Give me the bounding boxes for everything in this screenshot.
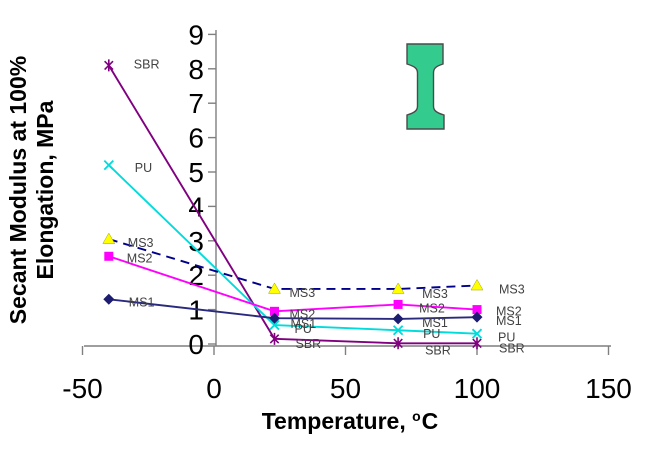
marker-asterisk (269, 332, 280, 345)
x-tick-label: 50 (330, 373, 361, 404)
marker-diamond (471, 311, 483, 323)
marker-triangle (470, 279, 484, 291)
point-label-SBR: SBR (295, 337, 321, 351)
marker-square (472, 305, 482, 315)
point-label-PU: PU (423, 327, 440, 341)
marker-x (392, 325, 404, 336)
point-label-MS2: MS2 (419, 301, 445, 315)
y-tick-label: 5 (188, 157, 204, 188)
marker-triangle (102, 232, 116, 244)
point-label-SBR: SBR (134, 57, 160, 71)
point-label-MS2: MS2 (127, 251, 153, 265)
marker-x (471, 328, 483, 339)
point-label-MS1: MS1 (496, 314, 522, 328)
y-tick-label: 6 (188, 123, 204, 154)
marker-asterisk (104, 59, 114, 72)
marker-triangle (391, 282, 405, 294)
series-line-MS1 (108, 298, 478, 320)
marker-diamond (268, 312, 280, 324)
marker-asterisk (393, 337, 403, 350)
point-label-PU: PU (498, 331, 515, 345)
series-lines (107, 64, 478, 345)
y-axis-title-line1: Secant Modulus at 100% (5, 55, 31, 325)
point-label-MS1: MS1 (129, 295, 155, 309)
y-tick-label: 3 (188, 226, 204, 257)
y-tick-label: 7 (188, 88, 204, 119)
series-markers (102, 59, 484, 350)
tensile-specimen-icon (406, 43, 445, 130)
degree-symbol: o (412, 408, 421, 424)
marker-square (104, 251, 114, 261)
x-tick-label: -50 (62, 373, 102, 404)
y-tick-label: 0 (188, 329, 204, 360)
y-axis-title: Secant Modulus at 100% Elongation, MPa (5, 20, 65, 360)
marker-asterisk (472, 337, 482, 350)
x-axis-title-unit: C (421, 408, 439, 434)
point-label-PU: PU (135, 161, 152, 175)
marker-square (269, 306, 279, 316)
x-tick-label: 150 (585, 373, 632, 404)
point-label-MS1: MS1 (290, 317, 316, 331)
marker-diamond (103, 293, 115, 305)
point-label-MS2: MS2 (496, 305, 522, 319)
series-line-SBR (107, 64, 477, 345)
point-label-MS1: MS1 (422, 316, 448, 330)
y-tick-label: 9 (188, 19, 204, 50)
marker-square (393, 299, 403, 309)
series-line-MS3 (108, 238, 478, 290)
marker-triangle (268, 282, 281, 294)
x-axis-title-text: Temperature, (261, 408, 406, 434)
x-axis-title: Temperature, oC (160, 408, 540, 435)
point-label-PU: PU (294, 322, 311, 336)
series-line-MS2 (108, 255, 478, 313)
series-line-PU (108, 164, 478, 335)
point-label-SBR: SBR (499, 341, 525, 355)
y-axis-title-line2: Elongation, MPa (32, 100, 58, 280)
x-tick-label: 0 (206, 373, 222, 404)
point-label-MS3: MS3 (289, 286, 315, 300)
point-label-MS3: MS3 (499, 283, 525, 297)
marker-x (269, 319, 280, 331)
point-label-MS2: MS2 (289, 307, 315, 321)
x-tick-label: 100 (454, 373, 501, 404)
marker-x (103, 159, 114, 171)
point-label-MS3: MS3 (422, 287, 448, 301)
point-label-MS3: MS3 (128, 236, 154, 250)
marker-diamond (392, 313, 404, 325)
point-label-SBR: SBR (425, 343, 451, 357)
y-tick-label: 8 (188, 54, 204, 85)
